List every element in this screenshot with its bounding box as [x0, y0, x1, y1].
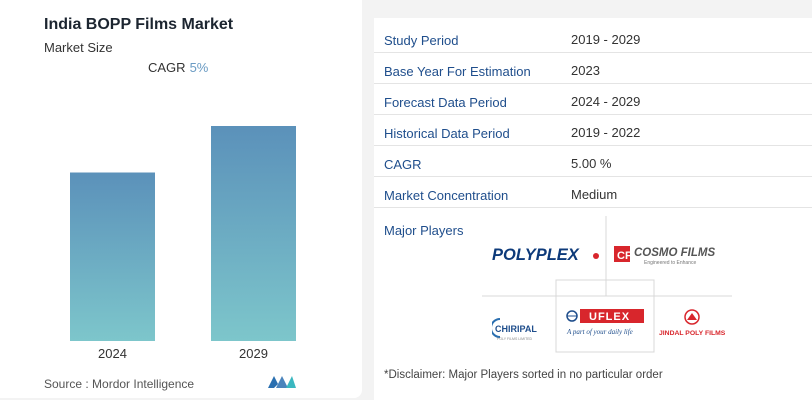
cosmo-films-logo: CF COSMO FILMS Engineered to Enhance: [614, 243, 730, 274]
detail-row-market-concentration: Market Concentration Medium: [374, 177, 812, 208]
cagr-label: CAGR 5%: [148, 60, 208, 75]
detail-row-study-period: Study Period 2019 - 2029: [374, 22, 812, 53]
x-tick-label: 2024: [98, 346, 127, 361]
mordor-logo-icon: [268, 376, 296, 388]
detail-key: Historical Data Period: [384, 126, 510, 141]
disclaimer-text: *Disclaimer: Major Players sorted in no …: [384, 369, 663, 381]
polyplex-logo: POLYPLEX: [492, 243, 602, 270]
details-card: Study Period 2019 - 2029 Base Year For E…: [374, 18, 812, 400]
source-text: Source : Mordor Intelligence: [44, 377, 195, 391]
players-grid-lines: [482, 216, 732, 353]
major-players-title: Major Players: [384, 223, 464, 238]
detail-value: 2024 - 2029: [571, 94, 641, 109]
uflex-tagline: A part of your daily life: [566, 328, 633, 336]
jindal-logo-icon: JINDAL POLY FILMS: [659, 309, 726, 337]
bar-chart: 2024 2029: [70, 126, 296, 361]
chiripal-logo-icon: CHIRIPAL POLY FILMS LIMITED: [490, 318, 537, 341]
cagr-value: 5%: [189, 60, 209, 75]
jindal-name: JINDAL POLY FILMS: [659, 330, 726, 337]
svg-text:CF: CF: [617, 250, 632, 262]
detail-key: CAGR: [384, 157, 422, 172]
detail-row-cagr: CAGR 5.00 %: [374, 146, 812, 177]
chiripal-tagline: POLY FILMS LIMITED: [497, 337, 533, 341]
chart-card: India BOPP Films Market Market Size CAGR…: [0, 0, 362, 398]
polyplex-name: POLYPLEX: [492, 246, 580, 264]
detail-key: Study Period: [384, 33, 459, 48]
detail-row-base-year: Base Year For Estimation 2023: [374, 53, 812, 84]
uflex-logo: UFLEX A part of your daily life: [565, 307, 649, 356]
chart-title: India BOPP Films Market: [44, 16, 234, 33]
detail-value: 2023: [571, 63, 600, 78]
cosmo-films-logo-icon: CF COSMO FILMS Engineered to Enhance: [614, 246, 715, 266]
detail-row-forecast-period: Forecast Data Period 2024 - 2029: [374, 84, 812, 115]
detail-row-historical-period: Historical Data Period 2019 - 2022: [374, 115, 812, 146]
chiripal-name: CHIRIPAL: [495, 324, 537, 334]
jindal-logo: JINDAL POLY FILMS: [656, 308, 728, 345]
detail-value: Medium: [571, 187, 618, 202]
detail-key: Base Year For Estimation: [384, 64, 531, 79]
detail-key: Market Concentration: [384, 188, 509, 203]
cagr-text: CAGR: [148, 60, 186, 75]
bar-2024: [70, 172, 155, 341]
detail-value: 2019 - 2022: [571, 125, 641, 140]
detail-value: 2019 - 2029: [571, 32, 641, 47]
polyplex-logo-icon: POLYPLEX: [492, 246, 599, 264]
cosmo-name: COSMO FILMS: [634, 247, 715, 259]
detail-value: 5.00 %: [571, 156, 612, 171]
bar-2029: [211, 126, 296, 341]
cosmo-tagline: Engineered to Enhance: [644, 260, 696, 266]
x-tick-label: 2029: [239, 346, 268, 361]
uflex-logo-icon: UFLEX A part of your daily life: [566, 309, 644, 336]
chiripal-logo: CHIRIPAL POLY FILMS LIMITED: [490, 315, 548, 348]
uflex-name: UFLEX: [589, 311, 630, 323]
chart-subtitle: Market Size: [44, 40, 113, 55]
detail-key: Forecast Data Period: [384, 95, 507, 110]
